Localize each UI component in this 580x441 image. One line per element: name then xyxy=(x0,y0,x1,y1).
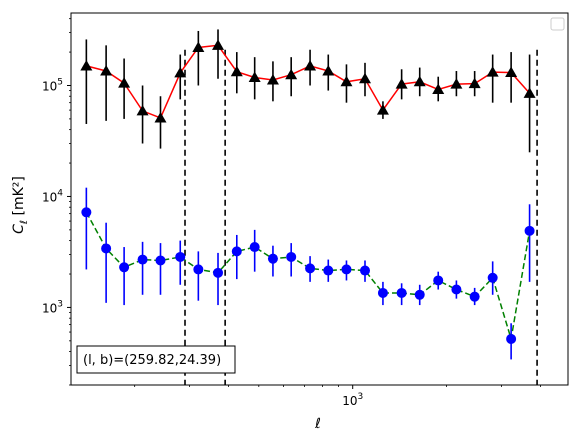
data-point xyxy=(524,225,535,236)
data-point xyxy=(230,65,243,77)
data-point xyxy=(119,262,130,273)
data-point xyxy=(468,77,481,89)
data-point xyxy=(175,251,186,262)
y-tick-label: 104 xyxy=(42,188,63,204)
data-point xyxy=(341,264,352,275)
data-point xyxy=(487,272,498,283)
svg-text:Cℓ [mK²]: Cℓ [mK²] xyxy=(11,176,30,234)
data-point xyxy=(523,87,536,98)
series-2 xyxy=(81,187,535,360)
x-axis-label: ℓ xyxy=(314,416,321,432)
data-point xyxy=(174,66,187,78)
data-point xyxy=(266,74,279,85)
vertical-reference-lines xyxy=(184,49,538,385)
data-point xyxy=(136,104,149,116)
plot-frame xyxy=(70,12,569,386)
data-point xyxy=(486,66,499,77)
data-point xyxy=(192,41,205,52)
data-point xyxy=(506,333,517,344)
data-point xyxy=(285,68,298,80)
data-point xyxy=(81,207,92,218)
data-point xyxy=(155,255,166,266)
data-point xyxy=(118,77,131,88)
data-point xyxy=(231,246,242,257)
series-1 xyxy=(80,29,536,153)
data-point xyxy=(414,289,425,300)
data-point xyxy=(213,267,224,278)
data-point xyxy=(101,243,112,254)
data-point xyxy=(469,291,480,302)
data-point xyxy=(304,59,317,71)
data-point xyxy=(358,72,371,84)
data-point xyxy=(413,75,426,87)
data-point xyxy=(505,66,518,77)
data-point xyxy=(137,254,148,265)
y-tick-label: 105 xyxy=(42,77,63,93)
data-point xyxy=(359,265,370,276)
data-point xyxy=(154,111,167,123)
data-point xyxy=(267,253,278,264)
data-point xyxy=(193,264,204,275)
annotation-box: (l, b)=(259.82,24.39) xyxy=(76,345,236,374)
data-point xyxy=(100,65,113,76)
series-layer xyxy=(80,29,536,360)
data-point xyxy=(450,78,463,89)
y-tick-label: 103 xyxy=(42,299,63,315)
data-point xyxy=(451,284,462,295)
data-point xyxy=(212,39,225,50)
data-point xyxy=(433,275,444,286)
data-point xyxy=(248,71,261,83)
y-axis-label-main: C xyxy=(11,224,27,234)
data-point xyxy=(249,242,260,253)
y-axis-label-unit: [mK²] xyxy=(11,176,27,215)
annotation-text: (l, b)=(259.82,24.39) xyxy=(83,353,221,368)
data-point xyxy=(396,287,407,298)
data-point xyxy=(305,263,316,274)
data-point xyxy=(395,78,408,89)
data-point xyxy=(80,59,93,71)
x-tick-label: 103 xyxy=(342,392,363,408)
plot-area xyxy=(71,13,568,385)
data-point xyxy=(323,265,334,276)
data-point xyxy=(376,104,389,115)
data-point xyxy=(286,251,297,262)
data-point xyxy=(377,287,388,298)
data-point xyxy=(432,83,445,95)
legend-box xyxy=(550,17,565,31)
y-axis-label: Cℓ [mK²] xyxy=(11,176,30,234)
data-point xyxy=(340,75,353,87)
data-point xyxy=(322,65,335,76)
y-axis-label-sub: ℓ xyxy=(19,220,30,224)
